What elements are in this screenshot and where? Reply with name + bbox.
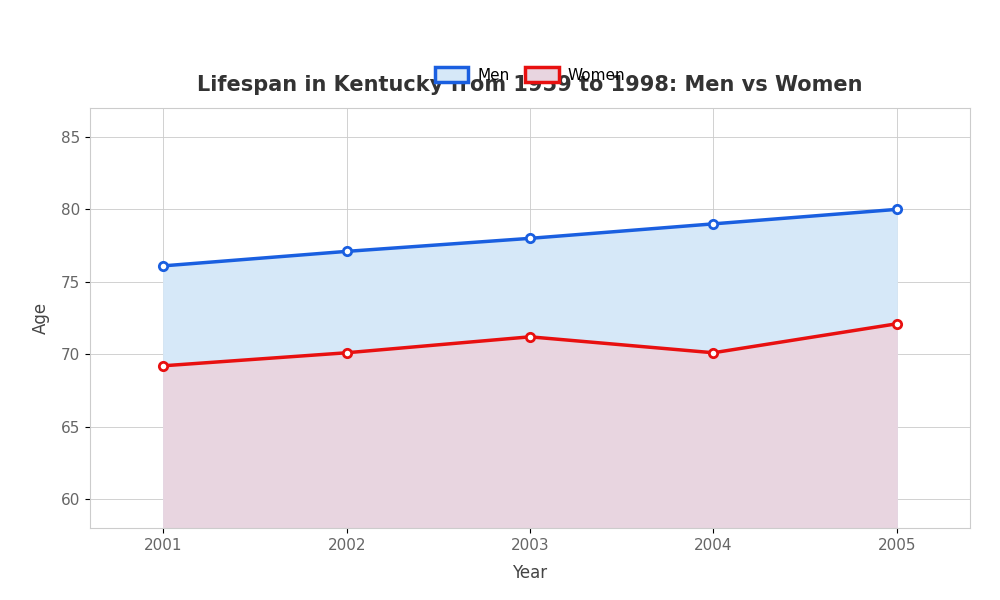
Legend: Men, Women: Men, Women [429, 61, 631, 89]
Y-axis label: Age: Age [32, 302, 50, 334]
X-axis label: Year: Year [512, 564, 548, 582]
Title: Lifespan in Kentucky from 1959 to 1998: Men vs Women: Lifespan in Kentucky from 1959 to 1998: … [197, 76, 863, 95]
